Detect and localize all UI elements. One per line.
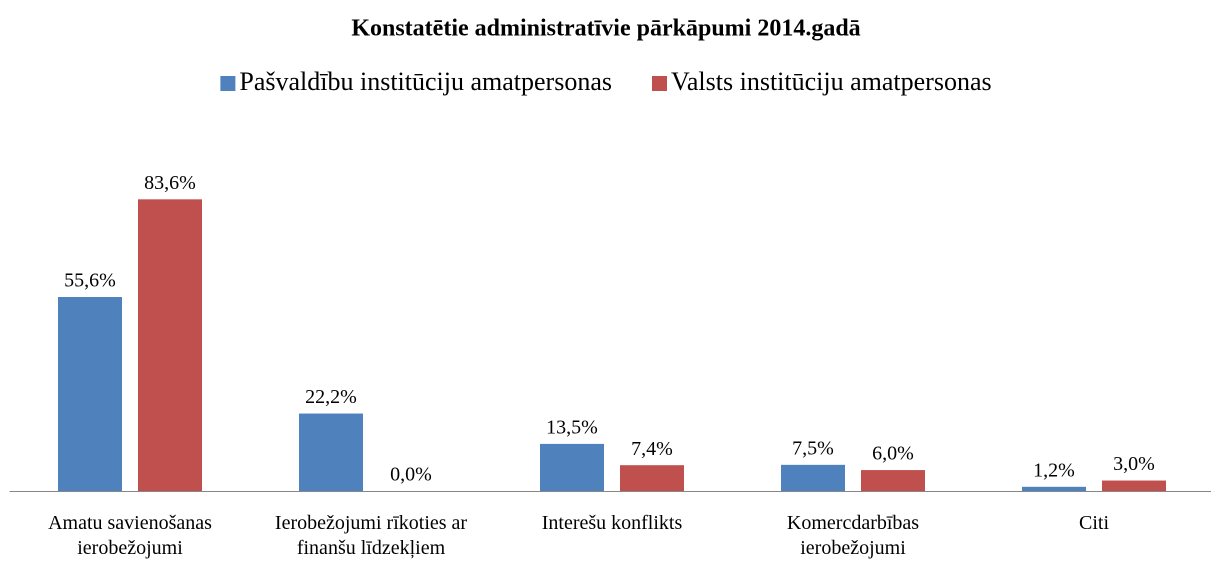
value-label: 1,2% [1033, 459, 1075, 481]
value-label: 7,5% [792, 437, 834, 459]
bar [540, 443, 604, 491]
value-label: 6,0% [872, 443, 914, 465]
bar [138, 199, 202, 491]
x-tick-label: Interešu konflikts [541, 512, 683, 534]
x-tick-label: Ierobežojumi rīkoties ar finanšu līdzekļ… [274, 512, 468, 559]
bar [58, 297, 122, 491]
value-label: 13,5% [546, 416, 598, 438]
value-label: 22,2% [305, 386, 357, 408]
x-tick-label: Komercdarbības ierobežojumi [786, 512, 920, 559]
bar [620, 465, 684, 491]
value-label: 7,4% [631, 438, 673, 460]
bar [1022, 486, 1086, 491]
value-label: 3,0% [1113, 453, 1155, 475]
value-label: 0,0% [390, 464, 432, 486]
x-tick-label: Citi [1078, 512, 1109, 534]
legend-swatch [220, 76, 236, 91]
legend-label: Pašvaldību institūciju amatpersonas [239, 67, 612, 96]
legend-swatch [651, 76, 667, 91]
bar [299, 413, 363, 491]
bar [861, 470, 925, 491]
value-label: 55,6% [64, 270, 116, 292]
x-tick-label: Amatu savienošanas ierobežojumi [48, 512, 212, 559]
value-label: 83,6% [144, 172, 196, 194]
legend-label: Valsts institūciju amatpersonas [671, 67, 992, 96]
bar [781, 464, 845, 491]
bar [1102, 480, 1166, 491]
chart-title: Konstatētie administratīvie pārkāpumi 20… [351, 16, 860, 42]
